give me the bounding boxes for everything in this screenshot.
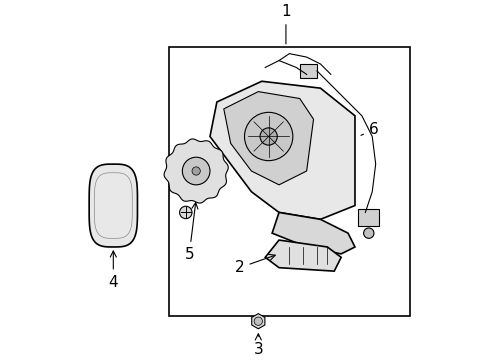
Polygon shape <box>209 81 354 219</box>
Text: 5: 5 <box>184 203 198 262</box>
Circle shape <box>244 112 292 161</box>
Circle shape <box>192 167 200 175</box>
Text: 6: 6 <box>360 122 378 137</box>
Polygon shape <box>251 314 264 329</box>
Polygon shape <box>271 212 354 254</box>
Circle shape <box>179 206 192 219</box>
Bar <box>299 64 316 78</box>
Polygon shape <box>89 164 137 247</box>
Polygon shape <box>164 139 228 203</box>
Bar <box>168 47 409 316</box>
Polygon shape <box>264 240 341 271</box>
Bar <box>358 209 378 226</box>
Circle shape <box>182 157 209 185</box>
Circle shape <box>260 128 277 145</box>
Polygon shape <box>224 91 313 185</box>
Text: 4: 4 <box>108 251 118 289</box>
Circle shape <box>254 317 262 325</box>
Text: 2: 2 <box>234 255 275 275</box>
Text: 3: 3 <box>253 334 263 357</box>
Circle shape <box>363 228 373 238</box>
Text: 1: 1 <box>281 4 290 44</box>
